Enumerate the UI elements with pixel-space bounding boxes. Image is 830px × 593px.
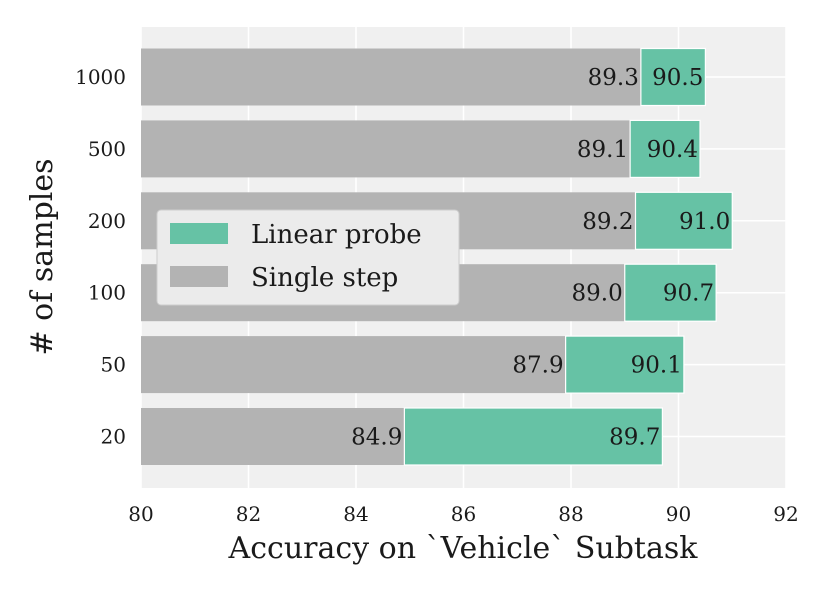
y-tick-label: 500 [88, 137, 126, 161]
data-label-single-step: 89.1 [577, 137, 628, 163]
data-label-linear-probe: 90.1 [631, 353, 682, 379]
bar-linear-probe [634, 191, 733, 250]
x-tick-label: 84 [343, 502, 368, 526]
legend-swatch-linear-probe [170, 223, 228, 244]
data-labels: 84.9 89.7 87.9 90.1 89.0 90.7 89.2 91.0 89.1 90.4… [351, 65, 730, 451]
y-tick-label: 200 [88, 209, 126, 233]
data-label-single-step: 87.9 [512, 353, 563, 379]
data-label-single-step: 89.2 [582, 209, 633, 235]
x-tick-label: 80 [128, 502, 153, 526]
y-tick-label: 1000 [75, 65, 126, 89]
bar-linear-probe [640, 47, 706, 107]
legend-box [156, 209, 460, 306]
data-label-single-step: 89.0 [572, 281, 623, 307]
data-label-single-step: 89.3 [588, 65, 639, 91]
x-tick-label: 82 [236, 502, 261, 526]
y-axis-title: # of samples [25, 158, 60, 355]
legend-label-linear-probe: Linear probe [251, 220, 422, 250]
bar-linear-probe [403, 407, 663, 466]
data-label-linear-probe: 90.7 [663, 281, 714, 307]
x-tick-label: 92 [773, 502, 798, 526]
data-label-linear-probe: 91.0 [679, 209, 730, 235]
bar-single-step [141, 408, 405, 465]
y-tick-label: 100 [88, 281, 126, 305]
data-label-single-step: 84.9 [351, 425, 402, 451]
x-tick-label: 86 [451, 502, 476, 526]
bar-single-step [141, 336, 566, 394]
y-tick-label: 20 [101, 425, 126, 449]
bar-linear-probe [629, 119, 701, 179]
x-tick-label: 88 [558, 502, 583, 526]
data-label-linear-probe: 90.5 [652, 65, 703, 91]
y-tick-labels: 20 50 100 200 500 1000 [75, 65, 126, 449]
legend: Linear probe Single step [156, 209, 460, 306]
bar-linear-probe [565, 335, 685, 394]
bar-single-step [141, 120, 631, 178]
x-tick-labels: 80 82 84 86 88 90 92 [128, 502, 798, 526]
bar-single-step [141, 48, 641, 106]
data-label-linear-probe: 90.4 [647, 137, 698, 163]
legend-label-single-step: Single step [251, 263, 398, 293]
y-tick-label: 50 [101, 353, 126, 377]
x-axis-title: Accuracy on `Vehicle` Subtask [228, 531, 699, 566]
x-tick-label: 90 [666, 502, 691, 526]
bar-linear-probe [624, 263, 717, 322]
legend-swatch-single-step [170, 266, 228, 287]
data-label-linear-probe: 89.7 [609, 425, 660, 451]
